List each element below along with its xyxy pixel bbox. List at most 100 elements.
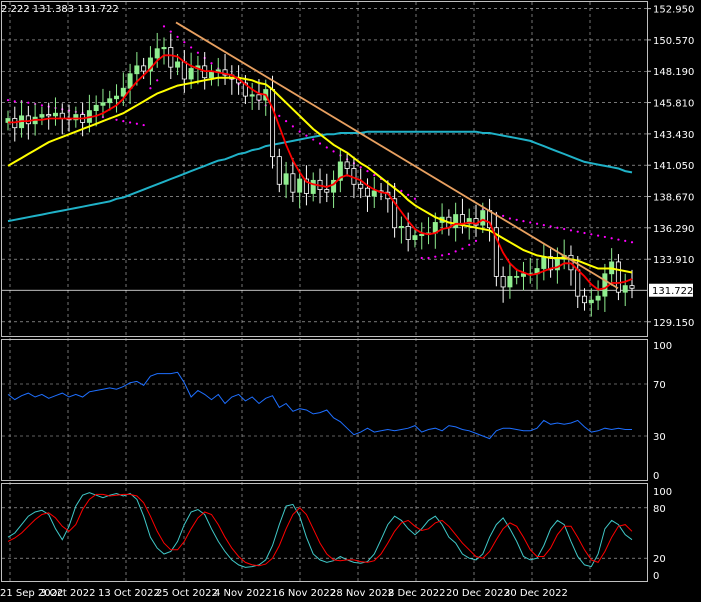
sar-dot [563, 227, 566, 231]
sar-dot [461, 247, 464, 250]
sar-dot [420, 256, 423, 260]
candle-body [310, 179, 316, 194]
candle-body [208, 72, 214, 79]
sar-dot [569, 229, 573, 232]
sar-dot [515, 218, 518, 221]
candle-body [114, 95, 120, 100]
candle-body [588, 299, 594, 304]
sar-dot [122, 120, 125, 123]
time-axis-label: 25 Oct 2022 [156, 588, 218, 599]
sar-dot [583, 231, 586, 235]
sar-dot [128, 121, 132, 124]
sar-dot [284, 120, 288, 123]
candle-body [602, 273, 608, 297]
candle-body [493, 227, 499, 277]
sar-dot [278, 114, 281, 117]
sar-dot [135, 122, 138, 125]
sar-dot [210, 62, 213, 65]
sar-dot [502, 214, 505, 217]
candle-body [392, 198, 398, 229]
sar-dot [318, 142, 322, 145]
candle-body [331, 179, 337, 193]
price-tick-label: 138.670 [653, 193, 694, 204]
sar-dot [508, 217, 512, 220]
stoch-tick-label: 80 [653, 504, 666, 515]
sar-dot [576, 230, 579, 233]
sar-dot [427, 256, 430, 260]
candle-body [107, 98, 113, 104]
sar-dot [454, 250, 457, 253]
candle-body [46, 114, 52, 117]
sar-dot [590, 233, 593, 236]
candle-body [582, 295, 588, 304]
candle-body [141, 65, 147, 72]
time-axis-label: 30 Dec 2022 [504, 588, 568, 599]
sar-dot [413, 197, 417, 200]
candle-body [514, 276, 520, 278]
sar-dot [115, 118, 118, 121]
sar-dot [522, 220, 525, 223]
time-axis-label: 28 Nov 2022 [330, 588, 394, 599]
candle-body [412, 235, 418, 240]
rsi-tick-label: 70 [653, 380, 666, 391]
rsi-tick-label: 100 [653, 341, 672, 352]
sar-dot [183, 41, 186, 44]
price-tick-label: 152.950 [653, 5, 694, 16]
sar-dot [529, 221, 532, 224]
candle-body [188, 68, 194, 80]
rsi-plot [7, 371, 632, 440]
candle-body [290, 173, 296, 193]
sar-dot [549, 225, 552, 228]
candle-body [595, 295, 601, 301]
price-tick-label: 148.190 [653, 67, 694, 78]
sar-dot [535, 222, 539, 225]
time-axis-label: 16 Nov 2022 [272, 588, 336, 599]
candle-body [541, 256, 547, 269]
sar-dot [176, 35, 179, 39]
sar-dot [325, 146, 328, 149]
candle-body [120, 87, 126, 97]
candle-body [73, 114, 79, 121]
candle-body [134, 65, 140, 75]
candle-body [371, 190, 377, 197]
candle-body [500, 276, 506, 288]
time-axis-label: 8 Dec 2022 [388, 588, 446, 599]
price-tick-label: 145.810 [653, 99, 694, 110]
sar-dot [156, 79, 159, 82]
candle-body [270, 89, 276, 158]
rsi-line [7, 371, 632, 440]
time-axis-label: 21 Sep 2022 [0, 588, 63, 599]
candle-body [554, 258, 560, 271]
price-panel-frame [1, 1, 648, 337]
time-axis-label: 3 Oct 2022 [40, 588, 95, 599]
ma-mid-line [7, 76, 633, 274]
candle-body [175, 61, 181, 68]
stoch-panel-frame [1, 483, 648, 582]
sar-dot [13, 100, 16, 103]
sar-dot [366, 170, 369, 173]
sar-dot [196, 51, 200, 54]
candle-body [161, 47, 167, 50]
sar-dot [610, 237, 613, 240]
price-plot [5, 21, 635, 317]
candle-body [242, 82, 248, 97]
sar-dot [190, 46, 193, 49]
stoch-plot [7, 492, 633, 568]
candle-body [453, 214, 459, 229]
sar-dot [440, 254, 444, 257]
stoch-signal-line [7, 493, 633, 567]
current-price-label: 131.722 [652, 286, 693, 297]
candle-body [466, 218, 472, 225]
sar-dot [6, 98, 10, 102]
stoch-tick-label: 20 [653, 554, 666, 565]
sar-dot [617, 238, 620, 241]
candle-body [283, 173, 289, 185]
rsi-tick-label: 0 [653, 471, 659, 482]
rsi-axis: 100 70 30 0 [653, 341, 672, 482]
candle-body [303, 178, 309, 194]
candle-body [344, 161, 350, 169]
candle-body [358, 183, 364, 189]
sar-dot [359, 166, 362, 169]
